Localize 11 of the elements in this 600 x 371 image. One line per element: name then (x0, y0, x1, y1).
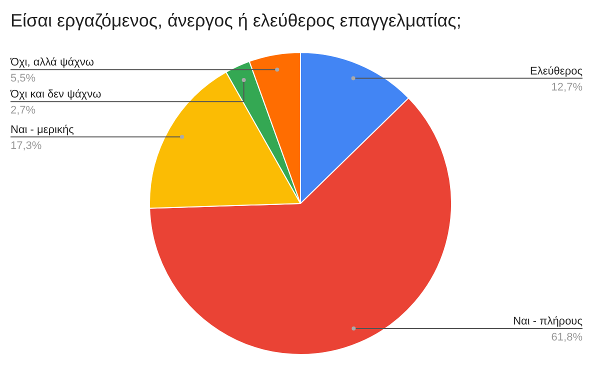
chart-title: Είσαι εργαζόμενος, άνεργος ή ελεύθερος επαγγελματίας; (10, 10, 462, 30)
slice-label: Ναι - μερικής (10, 124, 74, 136)
data-label: 5,5% (10, 72, 36, 85)
data-label: 17,3% (10, 140, 42, 152)
slice-label: Ναι - πλήρους (513, 316, 582, 328)
slice-label: Ελεύθερος (530, 65, 583, 78)
data-label: 61,8% (551, 332, 583, 344)
data-label: 2,7% (10, 104, 36, 117)
slice-label: Όχι, αλλά ψάχνω (10, 56, 94, 69)
slice-label: Όχι και δεν ψάχνω (10, 88, 102, 101)
data-label: 12,7% (551, 81, 583, 94)
